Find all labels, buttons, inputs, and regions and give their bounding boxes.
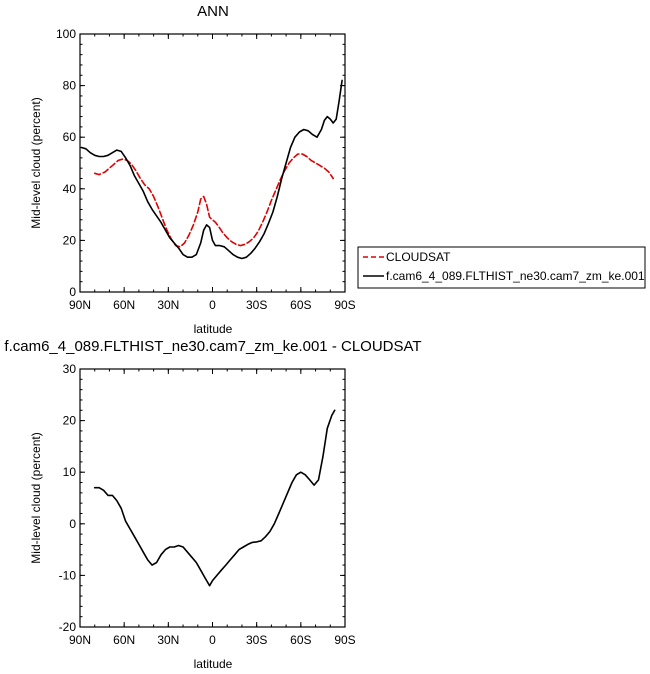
top-x-axis-title: latitude	[194, 322, 233, 336]
x-tick-label: 60S	[290, 633, 311, 647]
y-tick-label: 20	[63, 414, 77, 428]
x-tick-label: 30N	[157, 633, 179, 647]
legend: CLOUDSAT f.cam6_4_089.FLTHIST_ne30.cam7_…	[357, 246, 646, 289]
y-tick-label: 0	[69, 517, 76, 531]
bottom-chart: f.cam6_4_089.FLTHIST_ne30.cam7_zm_ke.001…	[4, 338, 421, 671]
bottom-y-axis-title: Mid-level cloud (percent)	[29, 432, 43, 563]
top-y-axis-title: Mid-level cloud (percent)	[29, 97, 43, 228]
top-plot-frame	[79, 33, 346, 293]
top-plot-area	[80, 79, 343, 260]
bottom-x-axis-title: latitude	[194, 657, 233, 671]
x-tick-label: 60S	[290, 298, 311, 312]
legend-box	[357, 246, 646, 289]
y-tick-label: 40	[63, 182, 77, 196]
x-tick-label: 90S	[334, 298, 355, 312]
bottom-chart-title: f.cam6_4_089.FLTHIST_ne30.cam7_zm_ke.001…	[4, 338, 421, 355]
y-tick-label: 30	[63, 362, 77, 376]
x-tick-label: 90S	[334, 633, 355, 647]
series-line-0-0	[93, 153, 334, 248]
top-chart: ANN 0 20 40 60 80 100 90N 60N 30N 0 30S 60S 90S lat…	[29, 3, 356, 336]
y-tick-label: -20	[59, 620, 77, 634]
x-tick-label: 60N	[113, 633, 135, 647]
bottom-plot-area	[93, 409, 336, 587]
y-tick-label: 10	[63, 465, 77, 479]
y-tick-label: 100	[56, 27, 76, 41]
legend-label-cloudsat: CLOUDSAT	[386, 250, 451, 264]
top-x-axis: 90N 60N 30N 0 30S 60S 90S	[69, 34, 356, 312]
y-tick-label: 20	[63, 233, 77, 247]
bottom-y-axis: -20 -10 0 10 20 30	[59, 362, 345, 634]
legend-label-model: f.cam6_4_089.FLTHIST_ne30.cam7_zm_ke.001	[386, 269, 645, 283]
y-tick-label: 80	[63, 79, 77, 93]
y-tick-label: 60	[63, 130, 77, 144]
x-tick-label: 0	[209, 298, 216, 312]
series-line-0-1	[80, 79, 343, 260]
x-tick-label: 90N	[69, 298, 91, 312]
series-line-1-0	[93, 409, 336, 587]
bottom-x-axis: 90N 60N 30N 0 30S 60S 90S	[69, 369, 356, 647]
x-tick-label: 30S	[246, 633, 267, 647]
x-tick-label: 30S	[246, 298, 267, 312]
x-tick-label: 90N	[69, 633, 91, 647]
top-chart-title: ANN	[197, 3, 229, 20]
x-tick-label: 60N	[113, 298, 135, 312]
y-tick-label: 0	[69, 285, 76, 299]
x-tick-label: 0	[209, 633, 216, 647]
top-y-axis: 0 20 40 60 80 100	[56, 27, 345, 299]
y-tick-label: -10	[59, 568, 77, 582]
bottom-plot-frame	[79, 368, 346, 628]
x-tick-label: 30N	[157, 298, 179, 312]
